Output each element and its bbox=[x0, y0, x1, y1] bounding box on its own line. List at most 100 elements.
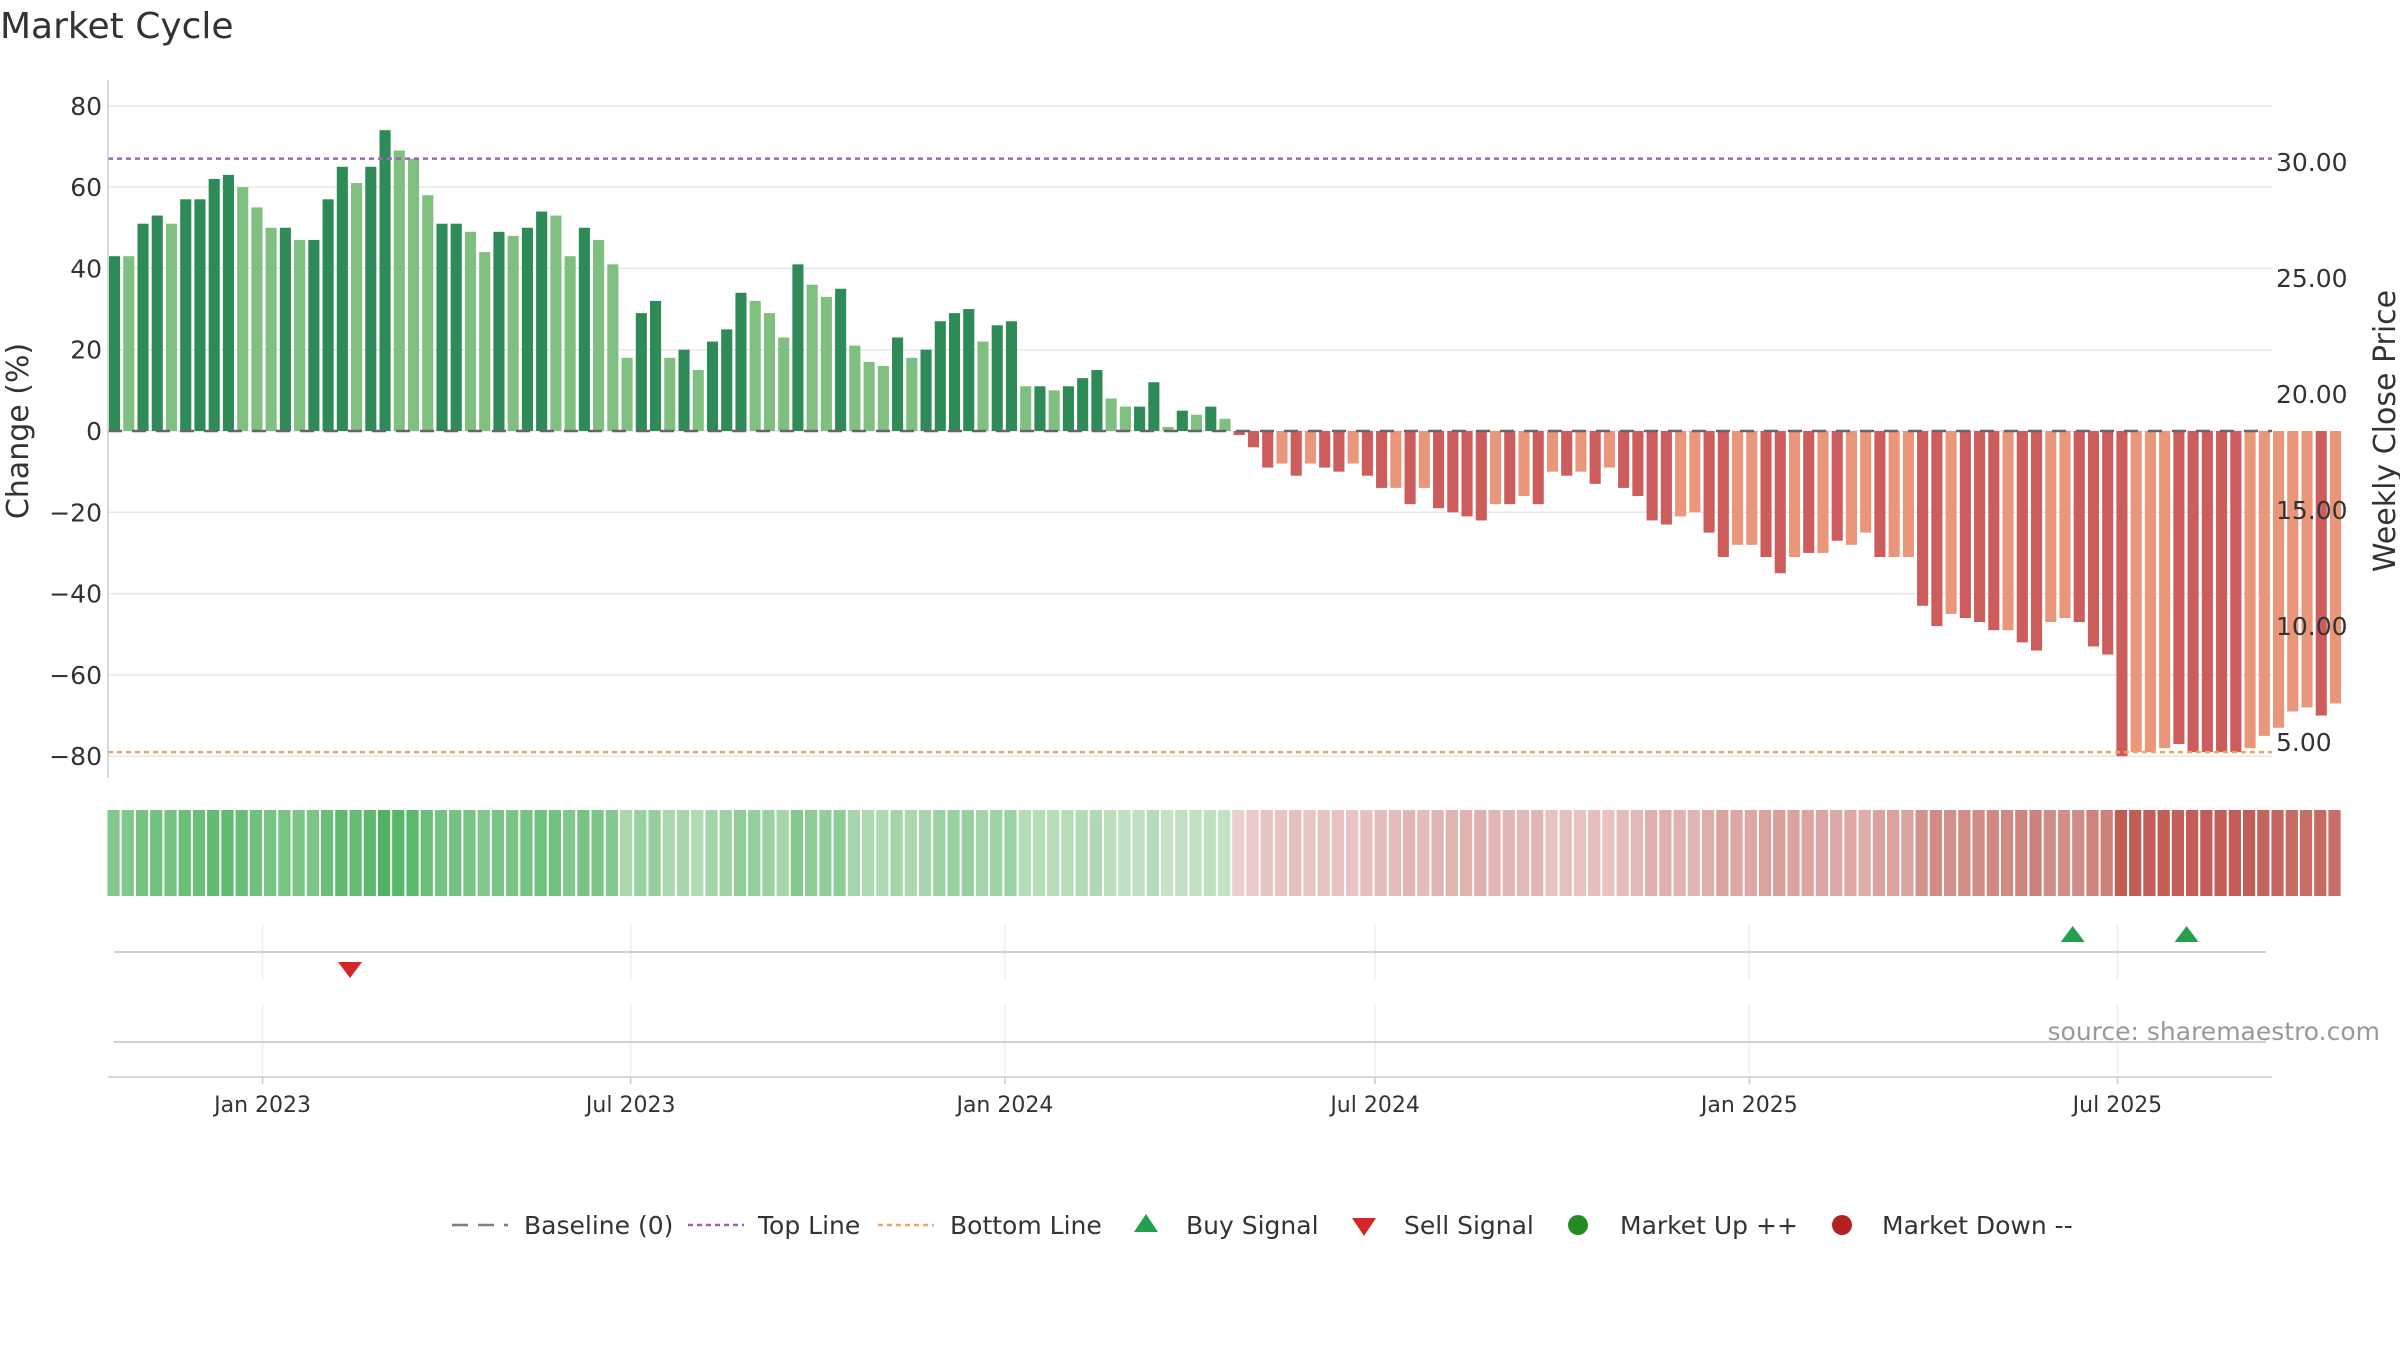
heat-cell bbox=[1374, 810, 1387, 896]
heat-cell bbox=[1118, 810, 1131, 896]
change-bar bbox=[251, 207, 263, 431]
change-bar bbox=[835, 288, 847, 431]
change-bar bbox=[1660, 431, 1672, 525]
heat-cell bbox=[1659, 810, 1672, 896]
change-bar bbox=[436, 223, 448, 431]
change-bar bbox=[1119, 406, 1131, 431]
heat-cell bbox=[2314, 810, 2327, 896]
change-bar bbox=[2045, 431, 2057, 623]
heat-cell bbox=[292, 810, 305, 896]
heat-cell bbox=[2015, 810, 2028, 896]
legend-label: Market Up ++ bbox=[1620, 1211, 1798, 1240]
heat-cell bbox=[1061, 810, 1074, 896]
change-bar bbox=[1603, 431, 1615, 468]
y2-tick-label: 30.00 bbox=[2276, 148, 2348, 177]
change-bar bbox=[2059, 431, 2071, 618]
change-bar bbox=[735, 292, 747, 431]
heat-cell bbox=[990, 810, 1003, 896]
change-bar bbox=[1447, 431, 1459, 513]
heat-cell bbox=[2271, 810, 2284, 896]
change-bar bbox=[1034, 386, 1046, 431]
change-bar bbox=[2144, 431, 2156, 753]
heat-cell bbox=[1189, 810, 1202, 896]
heat-cell bbox=[434, 810, 448, 896]
change-bar bbox=[222, 174, 234, 431]
legend-item: Market Up ++ bbox=[1568, 1211, 1798, 1240]
x-tick-label: Jan 2024 bbox=[954, 1093, 1053, 1118]
heat-cell bbox=[1132, 810, 1145, 896]
heat-cell bbox=[2242, 810, 2256, 896]
heat-cell bbox=[1104, 810, 1117, 896]
heat-cell bbox=[1801, 810, 1814, 896]
heat-cell bbox=[833, 810, 846, 896]
change-bar bbox=[1433, 431, 1445, 509]
legend-label: Buy Signal bbox=[1186, 1211, 1319, 1240]
change-bar bbox=[1148, 382, 1160, 431]
change-bar bbox=[977, 341, 989, 431]
heat-cell bbox=[1701, 810, 1715, 896]
change-bar bbox=[934, 321, 946, 431]
heat-cell bbox=[1146, 810, 1159, 896]
change-bar bbox=[1575, 431, 1587, 472]
change-bar bbox=[1646, 431, 1658, 521]
legend-item: Bottom Line bbox=[878, 1211, 1102, 1240]
heat-cell bbox=[221, 810, 234, 896]
heat-cell bbox=[1089, 810, 1103, 896]
change-bar bbox=[1874, 431, 1886, 558]
heat-cell bbox=[107, 810, 120, 896]
change-bar bbox=[2002, 431, 2014, 631]
change-bar bbox=[1020, 386, 1032, 431]
change-bar bbox=[237, 187, 249, 431]
heat-cell bbox=[748, 810, 761, 896]
heat-cell bbox=[1787, 810, 1800, 896]
heat-cell bbox=[1018, 810, 1031, 896]
heat-cell bbox=[933, 810, 946, 896]
change-bar bbox=[906, 357, 918, 431]
heat-cell bbox=[1986, 810, 1999, 896]
change-bar bbox=[493, 231, 505, 431]
heat-cell bbox=[1402, 810, 1416, 896]
heat-cell bbox=[335, 810, 348, 896]
change-bar bbox=[2159, 431, 2171, 749]
heat-cell bbox=[1232, 810, 1245, 896]
y-axis-right-title: Weekly Close Price bbox=[2368, 290, 2400, 572]
heat-cell bbox=[1502, 810, 1515, 896]
legend-triangle-down-icon bbox=[1352, 1218, 1376, 1236]
change-bar bbox=[1262, 431, 1274, 468]
change-bar bbox=[820, 296, 832, 431]
legend-label: Baseline (0) bbox=[524, 1211, 673, 1240]
heat-cell bbox=[1047, 810, 1060, 896]
change-bar bbox=[1546, 431, 1559, 472]
heat-cell bbox=[1431, 810, 1444, 896]
change-bar bbox=[1404, 431, 1416, 505]
heat-cell bbox=[591, 810, 604, 896]
y2-tick-label: 15.00 bbox=[2276, 496, 2348, 525]
change-bar bbox=[1561, 431, 1573, 476]
heat-cell bbox=[2072, 810, 2085, 896]
heat-cell bbox=[2200, 810, 2213, 896]
change-bar bbox=[279, 227, 291, 431]
sell-signal-marker bbox=[338, 962, 363, 978]
heat-cell bbox=[762, 810, 775, 896]
heat-cell bbox=[1645, 810, 1658, 896]
heat-cell bbox=[776, 810, 789, 896]
y2-tick-label: 10.00 bbox=[2276, 612, 2348, 641]
heat-cell bbox=[1844, 810, 1857, 896]
heat-cell bbox=[1260, 810, 1273, 896]
heat-cell bbox=[1459, 810, 1473, 896]
heat-cell bbox=[2129, 810, 2142, 896]
change-bar bbox=[308, 239, 320, 431]
change-bar bbox=[1831, 431, 1843, 541]
heat-cell bbox=[1274, 810, 1288, 896]
heat-cell bbox=[1858, 810, 1871, 896]
heat-cell bbox=[1175, 810, 1188, 896]
change-bar bbox=[1888, 431, 1900, 558]
heat-cell bbox=[1075, 810, 1088, 896]
change-bar bbox=[1959, 431, 1971, 618]
change-bar bbox=[479, 252, 491, 431]
heat-strip bbox=[107, 810, 2341, 896]
change-bar bbox=[1845, 431, 1857, 545]
heat-cell bbox=[961, 810, 974, 896]
heat-cell bbox=[1901, 810, 1914, 896]
heat-cell bbox=[1488, 810, 1501, 896]
